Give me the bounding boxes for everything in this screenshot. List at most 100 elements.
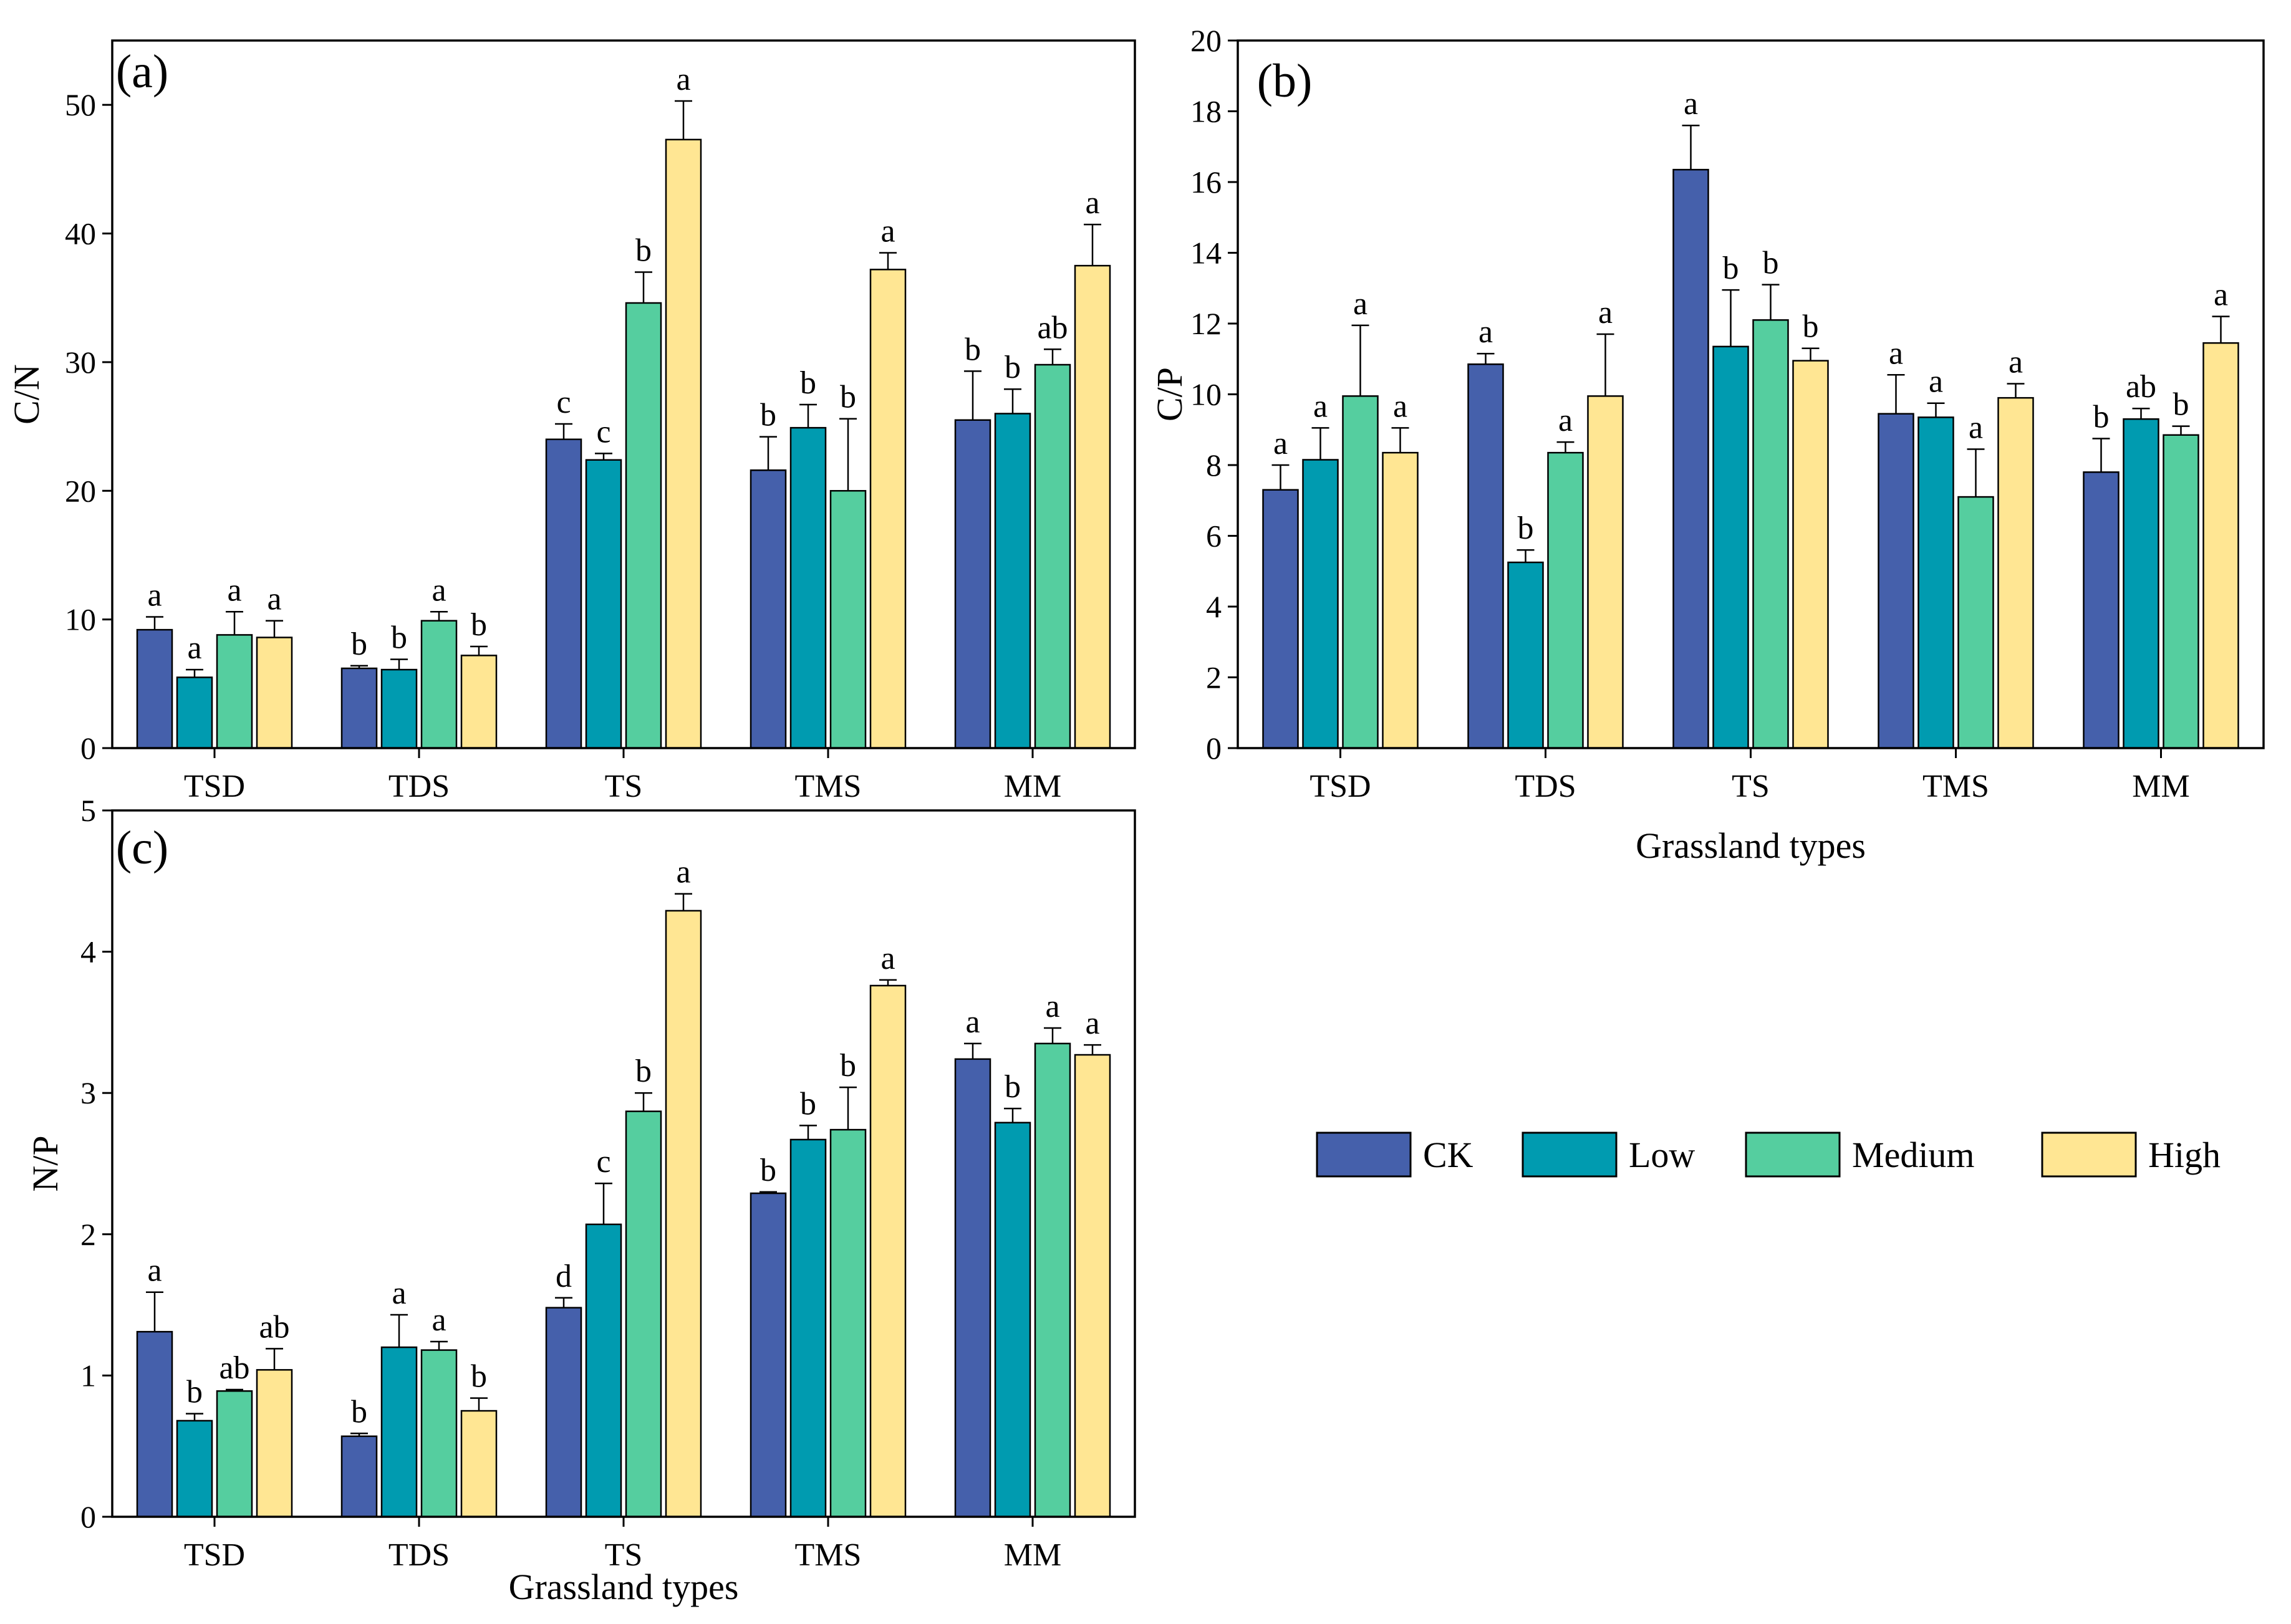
panel-label: (a) (116, 46, 168, 98)
significance-letter: b (1723, 251, 1739, 286)
significance-letter: b (1005, 350, 1021, 385)
bar-low-tds (1507, 561, 1544, 749)
bar-low-tms (1917, 416, 1954, 749)
bar-ck-tms (750, 1192, 787, 1518)
significance-letter: c (556, 385, 571, 420)
significance-letter: b (760, 398, 776, 433)
bar-medium-tsd (1342, 395, 1379, 749)
bar-high-tms (1997, 396, 2034, 749)
significance-letter: b (351, 627, 367, 662)
x-tick-label-mm: MM (2132, 769, 2189, 804)
significance-letter: b (186, 1375, 203, 1410)
y-axis-label: C/P (1149, 367, 1190, 421)
bar-ck-ts (1672, 168, 1709, 749)
plot-frame (1237, 39, 2265, 749)
significance-letter: a (1558, 403, 1573, 438)
bar-low-tsd (176, 676, 213, 749)
y-tick-label: 16 (1190, 165, 1222, 199)
significance-letter: b (635, 1054, 652, 1089)
y-tick-label: 10 (65, 602, 96, 637)
bar-medium-ts (1752, 319, 1789, 749)
bar-ck-tds (340, 1435, 378, 1518)
y-axis-label: C/N (6, 364, 47, 425)
bar-low-tds (380, 1346, 418, 1518)
plot-frame (111, 809, 1136, 1518)
bar-medium-ts (625, 1110, 662, 1518)
bar-high-tds (460, 655, 498, 749)
bar-low-ts (1712, 345, 1749, 749)
significance-letter: b (1005, 1069, 1021, 1105)
y-tick-label: 8 (1206, 448, 1222, 483)
significance-letter: ab (2126, 369, 2156, 405)
legend-label-low: Low (1629, 1135, 1695, 1175)
bar-medium-mm (2163, 434, 2199, 749)
significance-letter: a (1598, 295, 1613, 330)
bar-medium-tms (1957, 496, 1994, 749)
significance-letter: a (147, 578, 162, 613)
y-tick-label: 2 (1206, 660, 1222, 695)
bar-medium-tds (1547, 451, 1584, 749)
x-tick-label-mm: MM (1004, 769, 1061, 804)
significance-letter: a (1684, 86, 1698, 122)
significance-letter: b (760, 1153, 776, 1188)
significance-letter: a (432, 572, 446, 608)
significance-letter: ab (1037, 310, 1068, 345)
bar-ck-tms (1878, 413, 1914, 749)
x-tick-label-tms: TMS (795, 769, 862, 804)
y-tick-label: 0 (1206, 731, 1222, 766)
significance-letter: a (1045, 989, 1059, 1024)
y-tick-label: 6 (1206, 519, 1222, 554)
significance-letter: a (392, 1276, 406, 1311)
x-tick-label-tds: TDS (1515, 769, 1576, 804)
significance-letter: b (2173, 387, 2189, 423)
bar-high-tds (1587, 395, 1624, 749)
bar-high-mm (1074, 1054, 1111, 1518)
legend-item-ck: CK (1316, 1132, 1473, 1178)
y-tick-label: 4 (1206, 589, 1222, 624)
legend-label-high: High (2148, 1135, 2221, 1175)
bar-high-tsd (256, 637, 293, 749)
significance-letter: c (596, 1144, 610, 1180)
significance-letter: a (1929, 364, 1943, 400)
significance-letter: a (432, 1302, 446, 1338)
significance-letter: b (471, 1359, 487, 1395)
legend-label-medium: Medium (1852, 1135, 1975, 1175)
bar-ck-tds (1467, 363, 1504, 749)
significance-letter: ab (219, 1350, 249, 1386)
bar-ck-mm (2083, 471, 2120, 749)
bar-high-mm (2202, 342, 2239, 749)
significance-letter: a (2009, 344, 2023, 380)
bar-medium-mm (1034, 1042, 1071, 1518)
x-axis-label: Grassland types (1636, 825, 1866, 866)
bar-high-ts (1792, 360, 1829, 749)
bar-medium-tds (420, 1349, 458, 1518)
y-tick-label: 20 (1190, 23, 1222, 58)
bar-low-mm (2123, 418, 2159, 749)
significance-letter: a (1273, 426, 1288, 461)
legend-swatch-low (1522, 1132, 1618, 1178)
y-tick-label: 1 (80, 1358, 96, 1393)
significance-letter: b (351, 1394, 367, 1429)
bar-low-ts (585, 459, 622, 749)
significance-letter: a (1353, 286, 1367, 322)
bar-ck-tsd (136, 628, 173, 749)
bar-high-tms (869, 984, 907, 1518)
y-tick-label: 0 (80, 731, 96, 766)
bar-low-tsd (1302, 459, 1339, 749)
significance-letter: ab (259, 1309, 289, 1345)
bar-ck-tsd (136, 1330, 173, 1518)
bar-high-ts (665, 138, 702, 749)
significance-letter: b (800, 365, 816, 401)
significance-letter: b (840, 380, 856, 415)
x-tick-label-tsd: TSD (1309, 769, 1371, 804)
y-tick-label: 12 (1190, 306, 1222, 341)
panel-label: (c) (116, 822, 168, 874)
bar-medium-tms (829, 1128, 867, 1518)
y-tick-label: 4 (80, 935, 96, 969)
bar-low-tms (789, 426, 827, 749)
significance-letter: a (1085, 1006, 1099, 1041)
significance-letter: b (471, 607, 487, 643)
bar-ck-mm (954, 1058, 991, 1518)
bar-high-ts (665, 910, 702, 1518)
